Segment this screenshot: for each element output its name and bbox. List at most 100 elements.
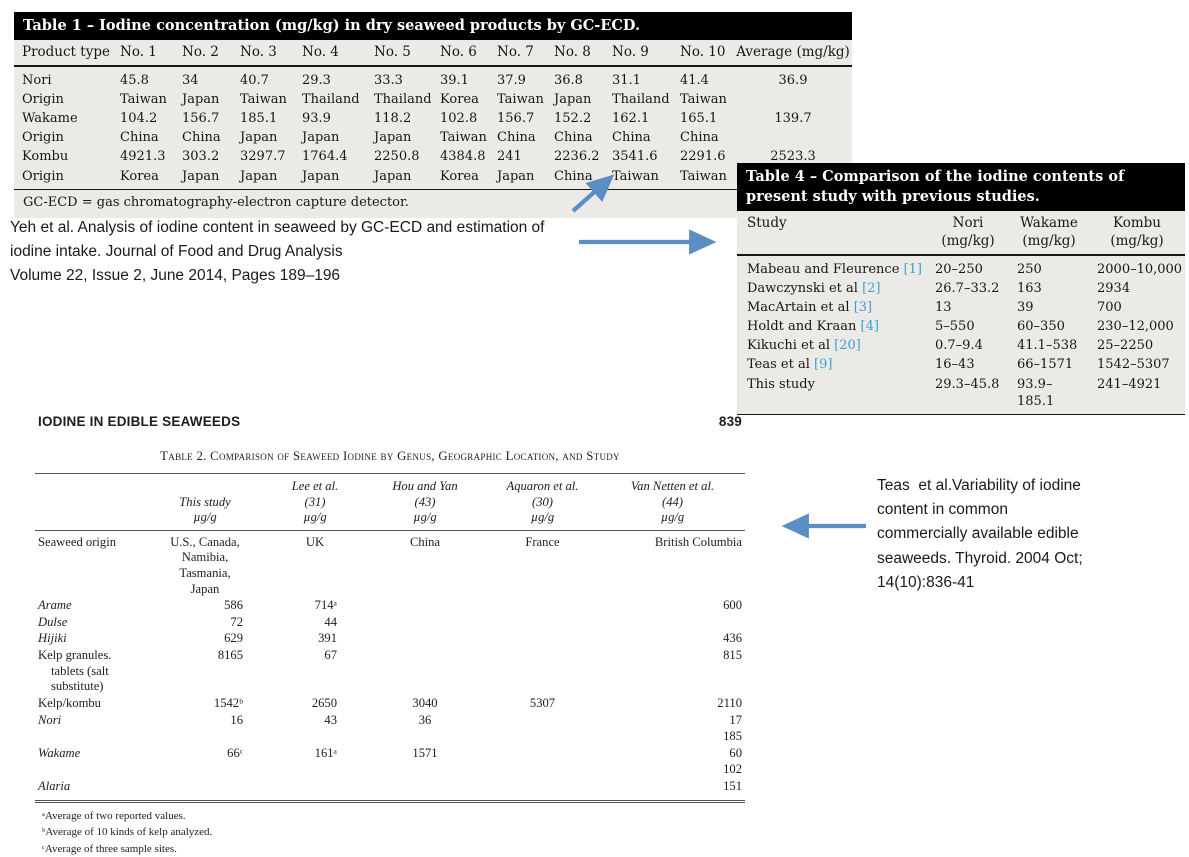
column-header-unit: µg/g — [530, 510, 555, 525]
column-header-name: Nori — [952, 215, 984, 231]
table-row: Teas et al [9] 16–43 66–1571 1542–5307 — [737, 355, 1185, 374]
table-row: Origin Taiwan Japan Taiwan Thailand Thai… — [14, 90, 852, 109]
row-label: Kelp/kombu — [38, 695, 101, 710]
column-header: Aquaron et al. (30) µg/g — [485, 473, 600, 531]
table-cell: 40.7 — [240, 72, 269, 88]
citation-ref-link[interactable]: [4] — [860, 319, 879, 335]
table-cell: Taiwan — [497, 91, 544, 107]
table-cell: 2523.3 — [770, 149, 816, 165]
table-cell: Taiwan — [672, 166, 734, 190]
table-cell: China — [554, 130, 593, 146]
table-cell: 152.2 — [554, 111, 592, 127]
table-row: Arame 586 714ᵃ 600 — [35, 598, 745, 615]
table-cell — [600, 615, 745, 632]
table-row: Kikuchi et al [20] 0.7–9.4 41.1–538 25–2… — [737, 336, 1185, 355]
column-header-unit: (mg/kg) — [1110, 232, 1164, 249]
table-row: Holdt and Kraan [4] 5–550 60–350 230–12,… — [737, 317, 1185, 336]
study-name: Mabeau and Fleurence — [747, 261, 900, 277]
citation-yeh: Yeh et al. Analysis of iodine content in… — [10, 219, 545, 285]
table-cell: 2250.8 — [374, 149, 420, 165]
citation-ref-link[interactable]: [1] — [903, 261, 922, 277]
table-cell: 0.7–9.4 — [935, 338, 983, 354]
table-cell: 20–250 — [935, 261, 983, 277]
row-label: Origin — [22, 130, 64, 146]
table4-header-row: Study Nori (mg/kg) Wakame (mg/kg) Kombu … — [737, 211, 1185, 256]
citation-ref-link[interactable]: [3] — [853, 299, 873, 315]
table-cell: 93.9–185.1 — [1009, 374, 1089, 415]
table-cell: 25–2250 — [1097, 338, 1154, 354]
table-cell: 2934 — [1097, 280, 1131, 296]
column-header-name: Hou and Yan — [392, 479, 458, 493]
table-cell: 156.7 — [182, 111, 220, 127]
table-cell: Korea — [440, 91, 479, 107]
table-cell: 60 — [729, 745, 742, 760]
table-cell: 162.1 — [612, 111, 650, 127]
table-cell — [485, 778, 600, 803]
column-header: No. 8 — [546, 40, 604, 67]
column-header: Wakame (mg/kg) — [1009, 211, 1089, 256]
row-label: Dawczynski et al [2] — [737, 279, 927, 298]
table-cell — [365, 648, 485, 696]
table-cell: 16 — [230, 712, 243, 727]
row-label: Mabeau and Fleurence [1] — [737, 255, 927, 279]
table-cell: 185 — [723, 729, 742, 744]
table-cell — [734, 90, 852, 109]
table-cell: 37.9 — [497, 72, 526, 88]
table-cell: Japan — [374, 130, 412, 146]
table-cell: 5–550 — [935, 319, 975, 335]
table-cell: China — [409, 534, 441, 549]
table-cell — [365, 615, 485, 632]
table-cell: Japan — [232, 166, 294, 190]
table-cell: 629 — [224, 631, 243, 646]
column-header-name: Wakame — [1020, 215, 1078, 231]
table-cell: 2291.6 — [680, 149, 726, 165]
table-cell: 8165 — [217, 648, 243, 663]
table-cell — [485, 631, 600, 648]
citation-ref-link[interactable]: [2] — [862, 280, 881, 296]
table-row: Kombu 4921.3 303.2 3297.7 1764.4 2250.8 … — [14, 147, 852, 166]
table-cell: 714ᵃ — [314, 598, 337, 613]
table-cell: 600 — [723, 598, 742, 613]
table-cell: Thailand — [302, 91, 360, 107]
table-cell: 3297.7 — [240, 149, 286, 165]
column-header: Nori (mg/kg) — [927, 211, 1009, 256]
table-cell: Japan — [240, 130, 278, 146]
page-number: 839 — [718, 414, 742, 429]
table-cell: Japan — [182, 91, 220, 107]
table4-panel: Table 4 – Comparison of the iodine conte… — [737, 163, 1185, 415]
column-header: Product type — [14, 40, 112, 67]
row-label: Seaweed origin — [38, 534, 116, 549]
table-cell: 29.3–45.8 — [927, 374, 1009, 415]
table-row: This study 29.3–45.8 93.9–185.1 241–4921 — [737, 374, 1185, 415]
row-label: This study — [737, 374, 927, 415]
table-row: 102 — [35, 762, 745, 779]
table-row: Origin Korea Japan Japan Japan Japan Kor… — [14, 166, 852, 190]
citation-teas: Teas et al.Variability of iodine content… — [877, 477, 1083, 591]
column-header-name: Kombu — [1113, 215, 1161, 231]
table-cell: 1571 — [412, 745, 438, 760]
table-cell — [485, 729, 600, 746]
row-label: Nori — [22, 72, 52, 88]
table-cell: 165.1 — [680, 111, 718, 127]
table-cell — [485, 615, 600, 632]
table-row: Kelp/kombu 1542ᵇ 2650 3040 5307 2110 — [35, 696, 745, 713]
citation-ref-link[interactable]: [9] — [814, 357, 833, 373]
table-cell: 102.8 — [440, 111, 478, 127]
table-cell: 33.3 — [374, 72, 403, 88]
row-label: Arame — [38, 598, 72, 613]
citation-ref-link[interactable]: [20] — [834, 338, 861, 354]
table-cell: Japan — [302, 130, 340, 146]
table-row: Mabeau and Fleurence [1] 20–250 250 2000… — [737, 255, 1185, 279]
table-cell: 163 — [1017, 280, 1042, 296]
journal-page-excerpt: IODINE IN EDIBLE SEAWEEDS 839 Table 2. C… — [35, 414, 745, 857]
table-cell: Korea — [432, 166, 489, 190]
table-cell: 16–43 — [935, 357, 975, 373]
column-header: Kombu (mg/kg) — [1089, 211, 1185, 256]
table-cell: 26.7–33.2 — [935, 280, 1000, 296]
table-cell — [485, 648, 600, 696]
table-row: Origin China China Japan Japan Japan Tai… — [14, 128, 852, 147]
column-header-unit: µg/g — [413, 510, 437, 525]
table-cell: China — [497, 130, 536, 146]
table-cell: 241 — [497, 149, 522, 165]
table2-header-row: This study µg/g Lee et al. (31) µg/g Hou… — [35, 473, 745, 531]
